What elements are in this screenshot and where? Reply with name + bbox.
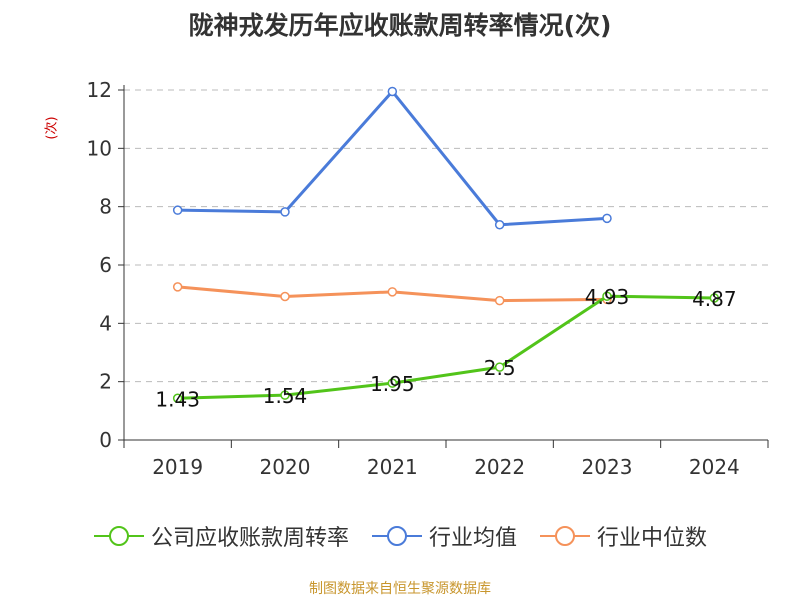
data-point <box>172 282 183 292</box>
y-tick-label: 4 <box>99 311 112 335</box>
data-point <box>494 220 505 230</box>
y-tick-label: 10 <box>87 136 112 160</box>
legend-label: 公司应收账款周转率 <box>150 526 349 551</box>
data-label: 1.43 <box>155 387 200 411</box>
grid-lines <box>124 89 768 383</box>
data-label: 1.54 <box>263 384 308 408</box>
x-tick-label: 2019 <box>152 455 203 479</box>
data-point <box>280 291 290 302</box>
legend-label: 行业均值 <box>428 526 517 551</box>
data-label: 4.87 <box>692 287 737 311</box>
chart-title: 陇神戎发历年应收账款周转率情况(次) <box>188 11 612 40</box>
axes: 0 2 4 6 8 10 12 2019 2020 2021 2022 2023 2024 <box>87 78 769 479</box>
y-tick-label: 12 <box>87 78 112 102</box>
data-point <box>709 293 720 303</box>
legend-swatch-icon <box>93 526 144 546</box>
data-point <box>280 207 290 217</box>
y-tick-label: 6 <box>99 253 112 277</box>
legend: 公司应收账款周转率 行业均值 行业中位数 <box>0 520 800 552</box>
series-line <box>177 89 608 227</box>
y-tick-label: 2 <box>99 370 112 394</box>
data-point <box>387 86 398 97</box>
legend-swatch-icon <box>371 526 422 546</box>
data-point <box>602 213 612 224</box>
data-point <box>280 390 290 400</box>
legend-item[interactable]: 行业中位数 <box>539 520 707 552</box>
data-point <box>387 378 398 388</box>
y-tick-label: 0 <box>99 428 112 452</box>
data-point <box>387 287 398 297</box>
series-line <box>177 294 715 400</box>
data-point <box>172 393 183 404</box>
data-labels: 1.43 1.54 1.95 2.5 4.93 4.87 <box>155 285 736 411</box>
data-point <box>494 362 505 372</box>
data-source: 制图数据来自恒生聚源数据库 <box>309 581 491 597</box>
legend-swatch-icon <box>540 526 590 546</box>
data-point <box>172 205 183 215</box>
data-point <box>494 295 505 306</box>
data-point <box>602 291 612 301</box>
legend-item[interactable]: 公司应收账款周转率 <box>93 520 349 552</box>
data-label: 2.5 <box>484 356 516 380</box>
legend-item[interactable]: 行业均值 <box>371 520 517 552</box>
legend-label: 行业中位数 <box>597 526 708 551</box>
series-lines <box>172 86 720 404</box>
x-tick-label: 2020 <box>260 455 311 479</box>
x-tick-label: 2023 <box>582 455 633 479</box>
x-tick-label: 2022 <box>474 455 525 479</box>
data-label: 4.93 <box>585 285 630 309</box>
y-tick-label: 8 <box>99 195 112 219</box>
x-tick-label: 2021 <box>367 455 418 479</box>
data-label: 1.95 <box>370 372 415 396</box>
x-tick-label: 2024 <box>689 455 740 479</box>
